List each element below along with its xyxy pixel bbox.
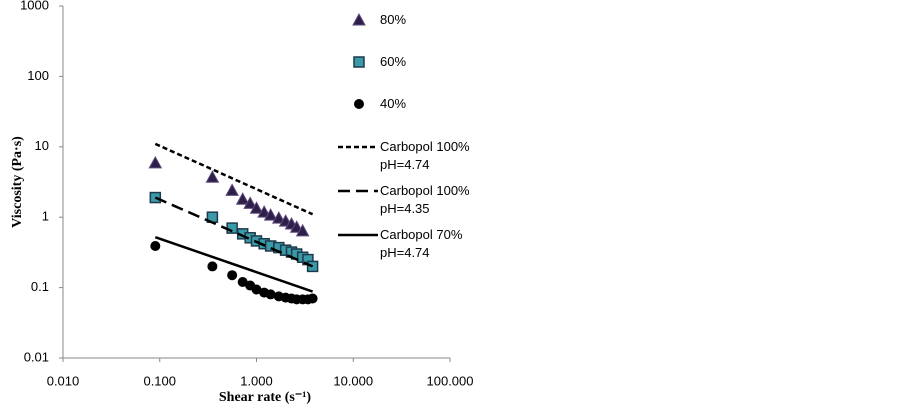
y-tick-label: 0.1 [31, 279, 49, 294]
marker-circle [307, 293, 318, 304]
x-tick-label: 100.000 [427, 373, 474, 388]
legend-swatch [338, 233, 378, 237]
marker-triangle [249, 201, 264, 214]
legend-label: 40% [380, 96, 407, 111]
series-line [154, 236, 314, 293]
legend-label: 80% [380, 12, 407, 27]
series-line [154, 196, 314, 268]
x-tick-label: 0.100 [143, 373, 176, 388]
marker-triangle [352, 12, 366, 26]
legend-swatch [353, 56, 365, 68]
x-tick-label: 0.010 [47, 373, 80, 388]
y-tick-label: 10 [35, 138, 49, 153]
y-tick-label: 100 [27, 68, 49, 83]
series-line [154, 142, 314, 216]
y-tick-label: 0.01 [24, 349, 49, 364]
marker-circle [207, 261, 218, 272]
marker-triangle [263, 208, 278, 221]
marker-triangle [295, 223, 310, 237]
marker-circle [265, 289, 276, 300]
marker-triangle [271, 211, 286, 224]
marker-circle [237, 277, 248, 288]
legend-label: Carbopol 70% pH=4.74 [380, 227, 463, 260]
y-tick-label: 1 [42, 209, 49, 224]
marker-circle [251, 284, 262, 295]
legend-label: Carbopol 100% pH=4.74 [380, 139, 470, 172]
marker-circle [150, 240, 161, 251]
legend-swatch [338, 189, 378, 193]
legend-swatch [338, 145, 378, 149]
marker-triangle [257, 205, 272, 218]
marker-triangle [243, 196, 258, 209]
x-tick-label: 1.000 [240, 373, 273, 388]
y-tick-label: 1000 [20, 0, 49, 12]
marker-triangle [225, 183, 239, 196]
x-tick-label: 10.000 [333, 373, 373, 388]
marker-square [353, 56, 365, 68]
marker-triangle [235, 192, 250, 205]
marker-square [226, 222, 238, 234]
legend-label: Carbopol 100% pH=4.35 [380, 183, 470, 216]
legend-swatch [354, 99, 364, 109]
marker-circle [227, 270, 238, 281]
y-axis-title: Viscosity (Pa·s) [10, 136, 25, 228]
legend-swatch [352, 12, 366, 26]
marker-circle [354, 99, 364, 109]
marker-triangle [205, 170, 220, 183]
x-axis-title: Shear rate (s⁻¹) [219, 390, 312, 405]
legend-label: 60% [380, 54, 407, 69]
marker-triangle [148, 155, 163, 169]
